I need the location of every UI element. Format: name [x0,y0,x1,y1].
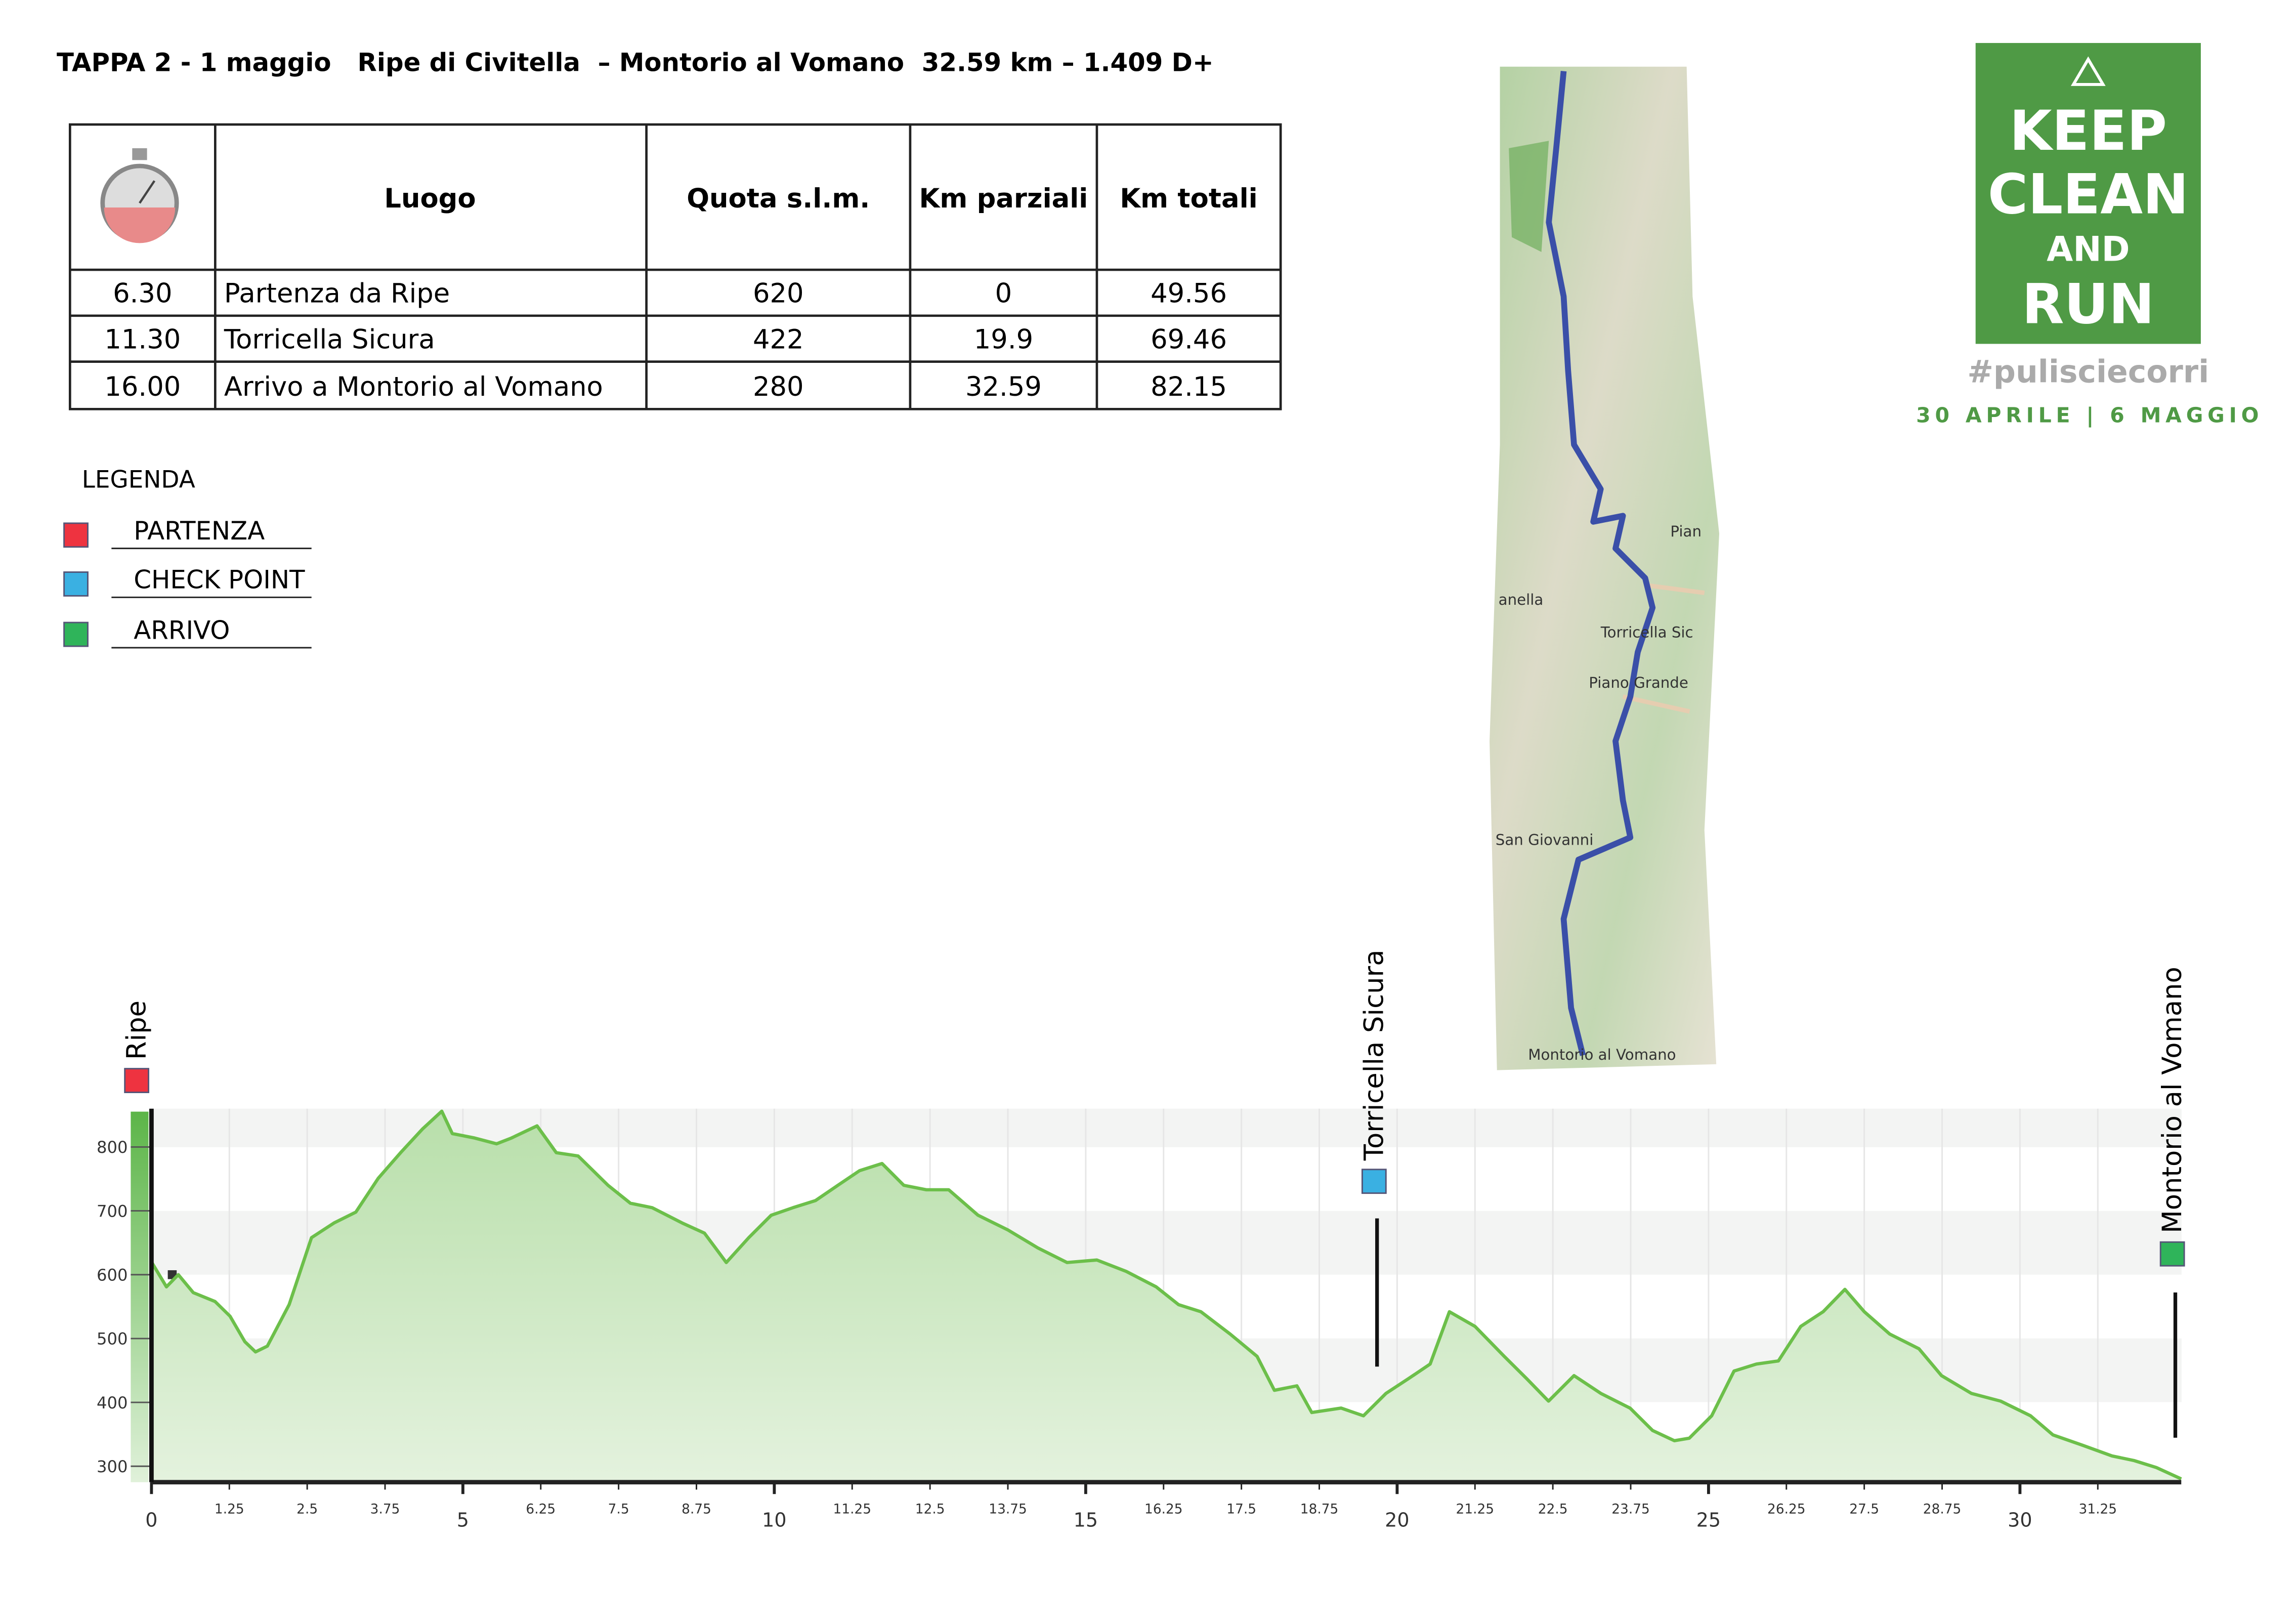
x-tick-label: 18.75 [1300,1502,1338,1517]
x-tick-label: 5 [457,1509,469,1531]
marker [1361,1169,1387,1194]
table-cell: 69.46 [1151,324,1227,355]
table-cell: Partenza da Ripe [224,278,450,309]
elevation-chart: 0 1.25 2.5 3.75 5 6.25 7.5 8.75 10 11.25 12.5 13.75… [97,950,2188,1531]
x-tick-label: 8.75 [682,1502,711,1517]
marker [2159,1241,2185,1267]
y-tick-label: 600 [97,1265,127,1284]
marker-label: Ripe [121,1001,152,1060]
x-tick-label: 13.75 [989,1502,1027,1517]
table-cell: 11.30 [104,324,181,355]
x-tick-label: 20 [1385,1509,1409,1531]
x-tick-label: 31.25 [2079,1502,2117,1517]
x-tick-label: 2.5 [296,1502,318,1517]
map-label: anella [1499,591,1544,608]
x-tick-label: 3.75 [370,1502,400,1517]
title: TAPPA 2 - 1 maggio Ripe di Civitella – M… [57,48,1214,77]
map-label: Montorio al Vomano [1528,1046,1676,1063]
x-tick-label: 6.25 [526,1502,556,1517]
table-header: Km totali [1120,183,1257,214]
map-label: Piano Grande [1589,674,1688,691]
y-tick-label: 400 [97,1393,127,1412]
table-cell: Torricella Sicura [224,324,435,355]
logo-text: KEEP [2010,99,2167,163]
x-tick-label: 15 [1074,1509,1098,1531]
x-tick-label: 30 [2008,1509,2032,1531]
table-header: Luogo [384,183,476,214]
table-header: Km parziali [919,183,1088,214]
y-tick-label: 500 [97,1329,127,1349]
logo-text: AND [2047,229,2130,269]
legend-title: LEGENDA [82,467,195,494]
y-tick-label: 700 [97,1201,127,1221]
legend: PARTENZA CHECK POINT ARRIVO [63,516,312,649]
legend-swatch [63,621,89,647]
marker-label: Montorio al Vomano [2157,967,2188,1233]
y-tick-label: 800 [97,1138,127,1157]
legend-label: ARRIVO [134,615,230,645]
x-tick-label: 23.75 [1611,1502,1649,1517]
x-tick-label: 10 [762,1509,786,1531]
route-map [1490,66,1720,1070]
table-cell: 49.56 [1151,278,1227,309]
x-tick-label: 1.25 [215,1502,244,1517]
legend-swatch [63,522,89,548]
x-tick-label: 21.25 [1456,1502,1494,1517]
table-cell: 19.9 [974,324,1033,355]
logo-text: RUN [2022,272,2154,336]
legend-swatch [63,571,89,597]
x-tick-label: 17.5 [1226,1502,1256,1517]
marker [124,1068,150,1093]
stopwatch-icon [100,148,179,243]
table-cell: 16.00 [104,371,181,402]
hashtag: #pulisciecorri [1967,354,2209,390]
x-tick-label: 28.75 [1923,1502,1961,1517]
x-tick-label: 12.5 [915,1502,945,1517]
table-grid [68,123,1282,410]
y-tick-label: 300 [97,1457,127,1476]
table-cell: 280 [753,371,804,402]
map-label: Pian [1670,523,1702,540]
logo-text: CLEAN [1988,162,2189,227]
x-tick-label: 0 [145,1509,157,1531]
table-cell: 32.59 [965,371,1042,402]
table-cell: 620 [753,278,804,309]
map-label: San Giovanni [1496,831,1594,848]
x-tick-label: 16.25 [1144,1502,1182,1517]
line [150,1109,2182,1481]
x-tick-label: 26.25 [1767,1502,1805,1517]
logo-box [1975,43,2201,344]
legend-label: CHECK POINT [134,565,305,595]
x-tick-label: 22.5 [1538,1502,1568,1517]
x-tick-label: 25 [1696,1509,1721,1531]
table: Luogo Quota s.l.m. Km parziali Km totali 6.3… [104,183,1257,402]
map-label: Torricella Sic [1600,623,1693,641]
table-cell: 6.30 [113,278,172,309]
table-cell: 0 [995,278,1012,309]
dates: 30 APRILE | 6 MAGGIO [1916,403,2263,428]
marker-label: Torricella Sicura [1358,950,1389,1161]
x-tick-label: 11.25 [833,1502,871,1517]
x-tick-label: 7.5 [608,1502,629,1517]
recycle-icon [2070,56,2106,86]
table-cell: Arrivo a Montorio al Vomano [224,371,603,402]
x-tick-label: 27.5 [1849,1502,1879,1517]
table-header: Quota s.l.m. [687,183,870,214]
legend-label: PARTENZA [134,516,265,546]
table-cell: 82.15 [1151,371,1227,402]
table-cell: 422 [753,324,804,355]
